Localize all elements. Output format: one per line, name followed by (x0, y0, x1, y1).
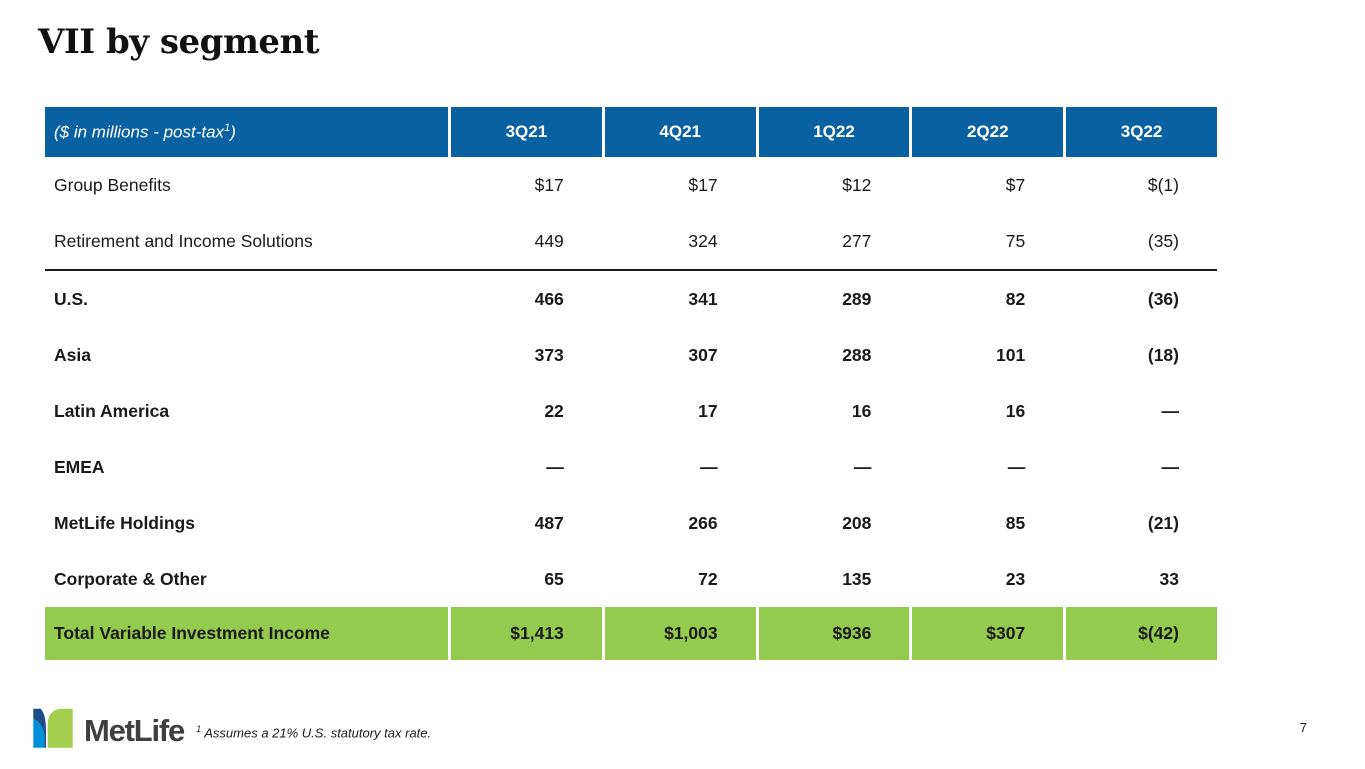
row-value: 17 (601, 383, 756, 439)
quarter-header-cell: 3Q21 (448, 107, 602, 157)
units-label: ($ in millions - post-tax (54, 122, 225, 142)
quarter-header-cell: 3Q22 (1063, 107, 1217, 157)
row-value: 72 (601, 551, 756, 607)
row-value: — (601, 439, 756, 495)
row-value: $12 (755, 157, 910, 213)
table-total-row-container: Total Variable Investment Income $1,413 $… (45, 607, 1217, 660)
header-row: ($ in millions - post-tax1) 3Q21 4Q21 1Q22… (45, 107, 1217, 157)
table-row: Retirement and Income Solutions 449 324 277… (45, 213, 1217, 271)
row-value: 289 (755, 271, 910, 327)
table-header: ($ in millions - post-tax1) 3Q21 4Q21 1Q22… (45, 107, 1217, 157)
row-value: $17 (448, 157, 602, 213)
row-value: (36) (1063, 271, 1217, 327)
row-value: — (1063, 439, 1217, 495)
total-row-value: $936 (755, 607, 910, 660)
footnote-text: Assumes a 21% U.S. statutory tax rate. (201, 725, 432, 741)
row-value: 277 (755, 213, 910, 271)
total-row-label: Total Variable Investment Income (45, 607, 448, 660)
row-value: 324 (601, 213, 756, 271)
row-label: EMEA (45, 439, 448, 495)
metlife-wordmark: MetLife (84, 712, 185, 748)
metlife-logo-icon (33, 708, 73, 748)
row-label: U.S. (45, 271, 448, 327)
footer: MetLife 1 Assumes a 21% U.S. statutory t… (30, 698, 431, 758)
row-value: $(1) (1063, 157, 1217, 213)
row-value: — (909, 439, 1064, 495)
total-row-value: $1,003 (601, 607, 756, 660)
table-row: EMEA — — — — — (45, 439, 1217, 495)
row-value: $17 (601, 157, 756, 213)
row-value: $7 (909, 157, 1064, 213)
page-number: 7 (1299, 720, 1307, 735)
row-label: MetLife Holdings (45, 495, 448, 551)
total-row-value: $1,413 (448, 607, 602, 660)
vii-by-segment-table: ($ in millions - post-tax1) 3Q21 4Q21 1Q22… (45, 107, 1217, 660)
row-value: 208 (755, 495, 910, 551)
row-value: 82 (909, 271, 1064, 327)
total-row-value: $(42) (1063, 607, 1217, 660)
row-value: 85 (909, 495, 1064, 551)
row-value: 487 (448, 495, 602, 551)
row-value: (35) (1063, 213, 1217, 271)
row-value: 65 (448, 551, 602, 607)
table-row: Group Benefits $17 $17 $12 $7 $(1) (45, 157, 1217, 213)
quarter-header-cell: 1Q22 (755, 107, 910, 157)
row-label: Corporate & Other (45, 551, 448, 607)
row-label: Latin America (45, 383, 448, 439)
row-label: Group Benefits (45, 157, 448, 213)
table-row: Corporate & Other 65 72 135 23 33 (45, 551, 1217, 607)
row-value: 23 (909, 551, 1064, 607)
units-footnote-marker: 1 (224, 121, 231, 134)
row-value: 101 (909, 327, 1064, 383)
quarter-header-cell: 4Q21 (601, 107, 756, 157)
row-value: 33 (1063, 551, 1217, 607)
row-label: Retirement and Income Solutions (45, 213, 448, 271)
row-value: 466 (448, 271, 602, 327)
row-value: — (1063, 383, 1217, 439)
row-value: 22 (448, 383, 602, 439)
row-value: 135 (755, 551, 910, 607)
row-value: 373 (448, 327, 602, 383)
total-row: Total Variable Investment Income $1,413 $… (45, 607, 1217, 660)
row-value: 288 (755, 327, 910, 383)
row-value: — (755, 439, 910, 495)
logo-lightblue-shape (33, 718, 45, 748)
row-label: Asia (45, 327, 448, 383)
row-value: 75 (909, 213, 1064, 271)
row-value: (18) (1063, 327, 1217, 383)
page-title: VII by segment (38, 22, 319, 62)
table-row: Latin America 22 17 16 16— (45, 383, 1217, 439)
footnote: 1 Assumes a 21% U.S. statutory tax rate. (196, 716, 431, 740)
footnote-marker: 1 (196, 723, 202, 734)
row-value: 307 (601, 327, 756, 383)
row-value: 449 (448, 213, 602, 271)
total-row-value: $307 (909, 607, 1064, 660)
table-row: U.S. 466 341 289 82 (36) (45, 271, 1217, 327)
units-header-cell: ($ in millions - post-tax1) (45, 107, 448, 157)
table-row: MetLife Holdings 487 266 208 85 (21) (45, 495, 1217, 551)
row-value: 266 (601, 495, 756, 551)
row-value: 341 (601, 271, 756, 327)
vii-table-body: Group Benefits $17 $17 $12 $7 $(1) Retirement … (45, 157, 1217, 607)
quarter-header-cell: 2Q22 (909, 107, 1064, 157)
table-row: Asia 373 307 288 101 (18) (45, 327, 1217, 383)
row-value: 16 (755, 383, 910, 439)
logo-green-shape (47, 708, 73, 748)
logo-darkblue-shape (33, 708, 47, 748)
row-value: 16 (909, 383, 1064, 439)
units-label-close: ) (230, 122, 236, 142)
row-value: (21) (1063, 495, 1217, 551)
row-value: — (448, 439, 602, 495)
